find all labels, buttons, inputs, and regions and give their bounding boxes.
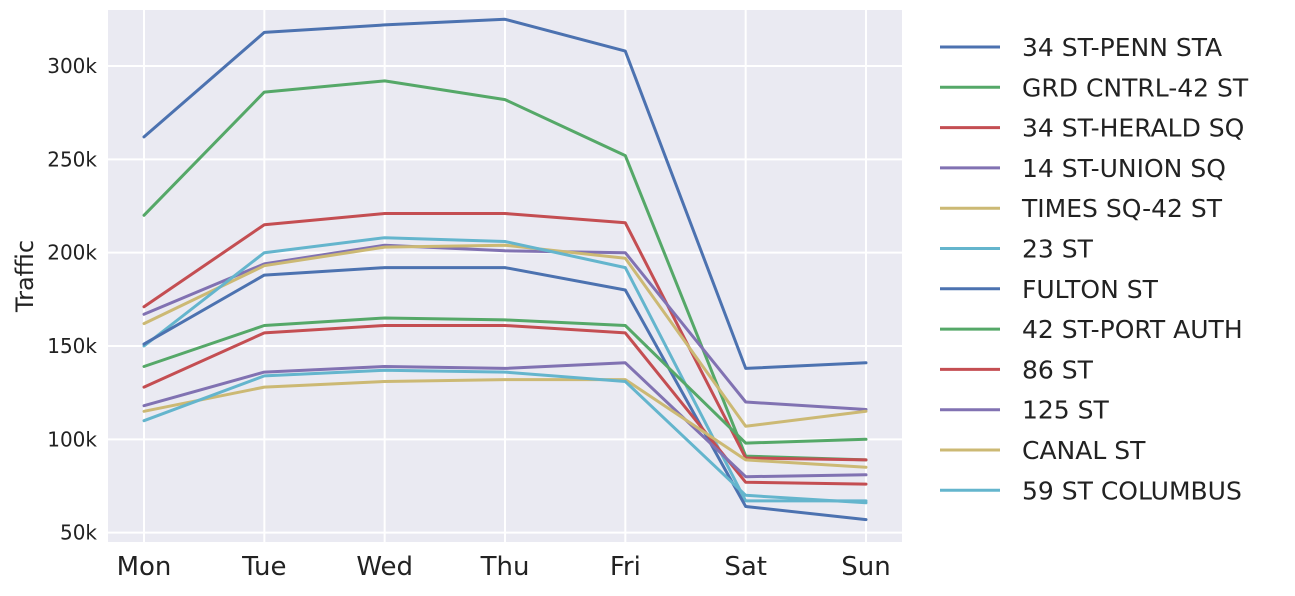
x-tick-label: Wed: [356, 552, 413, 582]
legend-label: 59 ST COLUMBUS: [1022, 476, 1242, 505]
x-tick-label: Mon: [117, 552, 172, 582]
series-line: [142, 368, 868, 505]
y-tick-label: 50k: [60, 521, 97, 545]
series-line: [142, 17, 868, 370]
legend-label: GRD CNTRL-42 ST: [1022, 73, 1249, 102]
series-line: [142, 316, 868, 445]
legend-label: 42 ST-PORT AUTH: [1022, 315, 1243, 344]
y-tick-labels: 50k 100k 150k 200k 250k 300k: [47, 54, 97, 545]
y-tick-label: 300k: [47, 54, 97, 78]
series-line: [142, 378, 868, 469]
y-tick-label: 250k: [47, 147, 97, 171]
x-tick-label: Tue: [241, 552, 286, 582]
legend-label: 14 ST-UNION SQ: [1022, 154, 1226, 183]
legend-label: 34 ST-PENN STA: [1022, 33, 1222, 62]
series-line: [142, 236, 868, 503]
legend-label: FULTON ST: [1022, 275, 1159, 304]
x-tick-labels: Mon Tue Wed Thu Fri Sat Sun: [117, 552, 891, 582]
legend-label: TIMES SQ-42 ST: [1021, 194, 1223, 223]
legend-label: 86 ST: [1022, 355, 1094, 384]
legend-label: 34 ST-HERALD SQ: [1022, 114, 1244, 143]
series-line: [142, 324, 868, 486]
x-tick-label: Thu: [480, 552, 530, 582]
series-lines: [142, 17, 868, 522]
legend-label: 23 ST: [1022, 235, 1094, 264]
series-line: [142, 361, 868, 479]
legend-label: CANAL ST: [1022, 436, 1146, 465]
y-tick-label: 100k: [47, 427, 97, 451]
x-tick-label: Sun: [841, 552, 890, 582]
series-line: [142, 266, 868, 522]
x-tick-label: Sat: [724, 552, 767, 582]
series-line: [142, 243, 868, 411]
y-tick-label: 150k: [47, 334, 97, 358]
series-line: [142, 212, 868, 462]
series-line: [142, 243, 868, 428]
y-tick-label: 200k: [47, 241, 97, 265]
x-tick-label: Fri: [610, 552, 641, 582]
y-axis-label: Traffic: [11, 240, 39, 313]
legend-label: 125 ST: [1022, 396, 1110, 425]
legend: 34 ST-PENN STA GRD CNTRL-42 ST 34 ST-HERAL…: [940, 33, 1249, 505]
